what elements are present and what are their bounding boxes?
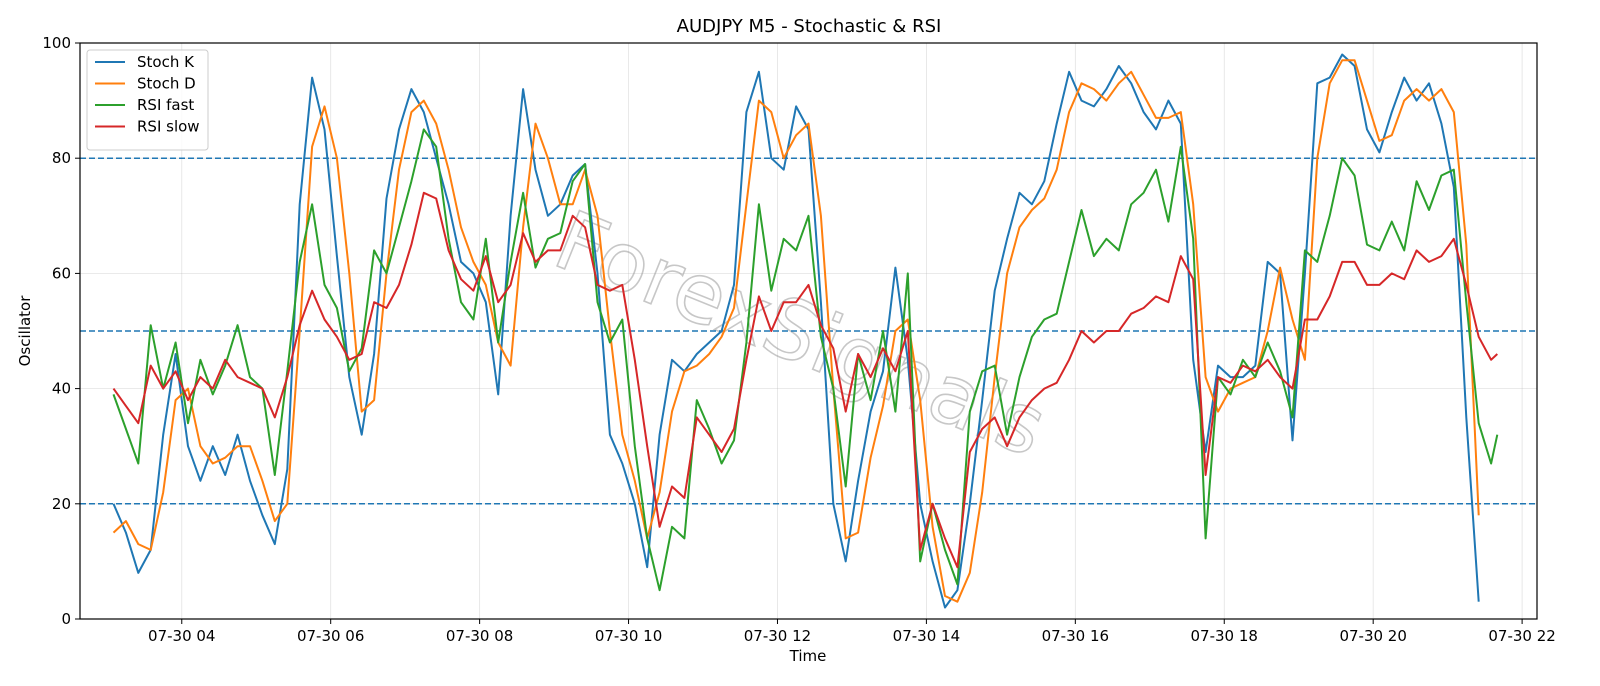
y-tick-label: 0 xyxy=(61,610,71,628)
y-axis-label: Oscillator xyxy=(16,295,34,367)
x-tick-label: 07-30 18 xyxy=(1191,627,1258,645)
series-line-rsi-slow xyxy=(112,191,1498,569)
x-axis-label: Time xyxy=(789,647,827,665)
legend-label-stoch-d: Stoch D xyxy=(137,75,196,93)
y-tick-label: 60 xyxy=(52,264,71,282)
x-tick-label: 07-30 20 xyxy=(1339,627,1406,645)
legend: Stoch K Stoch D RSI fast RSI slow xyxy=(86,49,209,151)
y-tick-label: 100 xyxy=(42,34,71,52)
x-tick-label: 07-30 16 xyxy=(1042,627,1109,645)
legend-box xyxy=(86,49,209,151)
series-line-stoch-d xyxy=(112,59,1480,603)
x-tick-label: 07-30 06 xyxy=(297,627,364,645)
y-axis: 0 20 40 60 80 100 xyxy=(42,34,80,628)
y-tick-label: 20 xyxy=(52,495,71,513)
x-axis: 07-30 04 07-30 06 07-30 08 07-30 10 07-30 12… xyxy=(148,619,1556,645)
legend-label-rsi-slow: RSI slow xyxy=(137,118,200,136)
x-tick-label: 07-30 04 xyxy=(148,627,215,645)
y-tick-label: 80 xyxy=(52,149,71,167)
y-tick-label: 40 xyxy=(52,380,71,398)
x-tick-label: 07-30 12 xyxy=(744,627,811,645)
plot-frame xyxy=(79,42,1538,620)
x-tick-label: 07-30 10 xyxy=(595,627,662,645)
legend-label-stoch-k: Stoch K xyxy=(137,53,195,71)
x-tick-label: 07-30 22 xyxy=(1488,627,1555,645)
chart-title: AUDJPY M5 - Stochastic & RSI xyxy=(677,16,942,37)
legend-label-rsi-fast: RSI fast xyxy=(137,96,194,114)
x-tick-label: 07-30 08 xyxy=(446,627,513,645)
x-tick-label: 07-30 14 xyxy=(893,627,960,645)
series-lines xyxy=(112,53,1499,609)
